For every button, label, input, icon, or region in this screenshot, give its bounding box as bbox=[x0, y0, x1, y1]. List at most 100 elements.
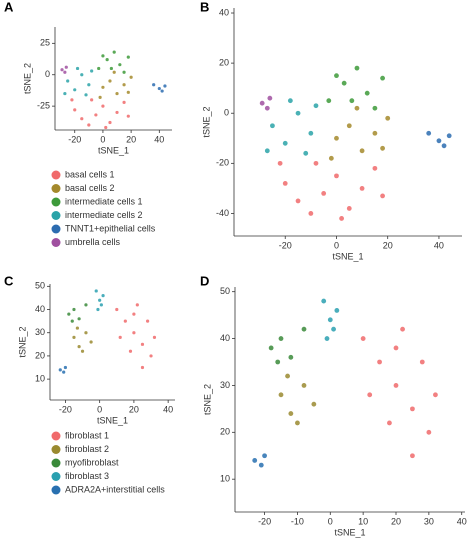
point bbox=[349, 98, 355, 104]
point bbox=[115, 91, 119, 96]
point bbox=[75, 326, 79, 330]
point bbox=[262, 453, 267, 459]
point bbox=[64, 65, 68, 69]
point bbox=[324, 336, 330, 341]
x-axis-label: tSNE_1 bbox=[97, 415, 128, 425]
point bbox=[80, 349, 85, 353]
x-tick-label: 40 bbox=[163, 404, 173, 414]
legend-swatch bbox=[51, 224, 61, 234]
point bbox=[410, 406, 415, 412]
legend-label: fibroblast 3 bbox=[65, 471, 109, 481]
x-tick-label: 30 bbox=[424, 516, 434, 526]
point bbox=[446, 133, 452, 139]
point bbox=[334, 308, 340, 313]
point bbox=[80, 73, 84, 77]
legend-label: basal cells 2 bbox=[65, 183, 115, 193]
y-axis-label: tSNE_2 bbox=[17, 326, 27, 357]
point bbox=[275, 359, 281, 365]
point bbox=[90, 98, 94, 102]
point bbox=[87, 123, 91, 127]
y-tick-label: 50 bbox=[35, 281, 45, 291]
x-tick-label: -10 bbox=[291, 516, 304, 526]
point bbox=[268, 345, 274, 351]
point bbox=[385, 115, 391, 121]
x-tick-label: 20 bbox=[129, 404, 139, 414]
point bbox=[436, 138, 442, 144]
point bbox=[282, 180, 288, 186]
point bbox=[295, 420, 300, 426]
point bbox=[359, 148, 365, 154]
point bbox=[112, 50, 116, 54]
point bbox=[101, 85, 105, 89]
x-tick-label: 20 bbox=[391, 516, 401, 526]
point bbox=[108, 120, 112, 125]
y-tick-label: 40 bbox=[35, 304, 45, 314]
point bbox=[346, 123, 352, 129]
y-tick-label: 20 bbox=[220, 427, 230, 437]
point bbox=[393, 345, 399, 351]
point bbox=[326, 98, 332, 104]
legend-swatch bbox=[51, 197, 61, 207]
point bbox=[122, 70, 126, 74]
point bbox=[89, 340, 93, 344]
point bbox=[334, 73, 339, 79]
point bbox=[118, 63, 122, 67]
y-tick-label: 50 bbox=[220, 286, 230, 296]
point bbox=[72, 307, 76, 312]
point bbox=[301, 383, 307, 388]
point bbox=[419, 359, 425, 365]
point bbox=[313, 103, 319, 109]
point bbox=[387, 420, 392, 426]
legend-label: basal cells 1 bbox=[65, 169, 115, 179]
point bbox=[152, 83, 156, 87]
legend-swatch bbox=[51, 458, 61, 468]
point bbox=[282, 140, 288, 146]
point bbox=[140, 342, 145, 346]
point bbox=[380, 145, 385, 151]
legend-label: TNNT1+epithelial cells bbox=[65, 223, 156, 233]
point bbox=[132, 312, 136, 316]
point bbox=[270, 123, 275, 129]
point bbox=[359, 185, 365, 191]
legend-label: myofibroblast bbox=[65, 457, 119, 467]
point bbox=[308, 211, 314, 216]
point bbox=[80, 117, 84, 121]
point bbox=[311, 401, 317, 407]
point bbox=[313, 160, 319, 166]
x-tick-label: 0 bbox=[97, 404, 102, 414]
point bbox=[372, 130, 378, 136]
point bbox=[105, 58, 109, 62]
point bbox=[149, 354, 153, 358]
legend-swatch bbox=[51, 238, 61, 247]
legend-swatch bbox=[51, 170, 61, 180]
legend-label: intermediate cells 1 bbox=[65, 196, 143, 206]
x-tick-label: 40 bbox=[434, 240, 444, 250]
point bbox=[62, 370, 66, 374]
legend-label: fibroblast 2 bbox=[65, 444, 109, 454]
point bbox=[259, 100, 265, 106]
y-tick-label: 30 bbox=[35, 327, 45, 337]
point bbox=[426, 429, 432, 435]
point bbox=[334, 173, 339, 179]
point bbox=[341, 80, 347, 86]
legend-swatch bbox=[51, 472, 61, 481]
point bbox=[101, 54, 105, 58]
legend-label: umbrella cells bbox=[65, 237, 121, 247]
point bbox=[98, 298, 102, 302]
point bbox=[163, 84, 167, 88]
point bbox=[84, 331, 88, 335]
point bbox=[126, 114, 130, 118]
panel-label: D bbox=[200, 273, 209, 288]
point bbox=[301, 326, 307, 332]
y-tick-label: 20 bbox=[35, 350, 45, 360]
point bbox=[331, 326, 336, 332]
point bbox=[63, 70, 67, 74]
x-tick-label: 0 bbox=[334, 240, 339, 250]
point bbox=[115, 110, 119, 115]
point bbox=[288, 354, 294, 360]
x-tick-label: -20 bbox=[258, 516, 271, 526]
panel-label: C bbox=[4, 273, 14, 288]
point bbox=[135, 303, 139, 307]
point bbox=[109, 66, 113, 71]
point bbox=[380, 75, 385, 81]
